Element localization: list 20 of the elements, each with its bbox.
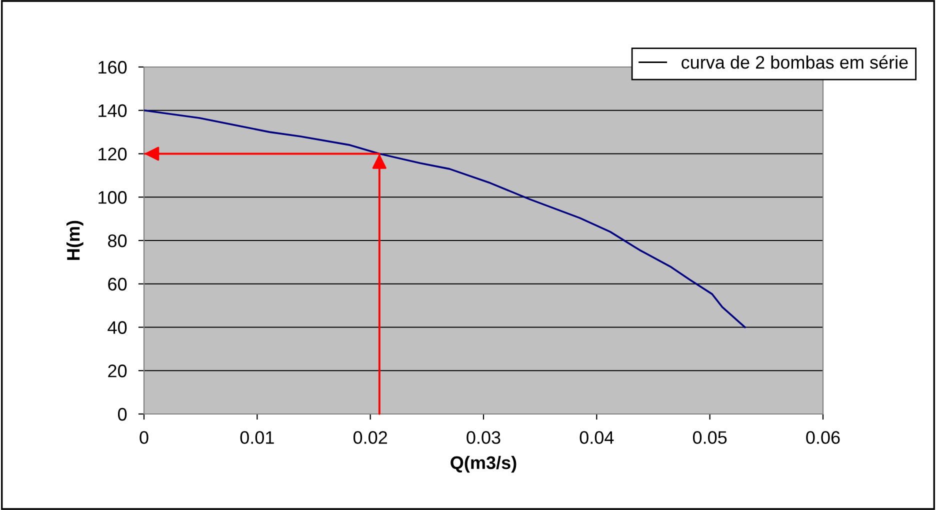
x-tick-label: 0.05 (692, 431, 727, 444)
text: curva de 2 bombas em série (682, 55, 908, 69)
y-tick-label: 40 (108, 321, 127, 334)
x-tick-label: 0.06 (806, 431, 840, 444)
x-tick-label: 0.02 (353, 431, 387, 444)
x-axis-title: Q(m3/s) (450, 456, 516, 473)
y-tick-label: 120 (98, 148, 127, 160)
x-tick-label: 0.04 (580, 431, 614, 444)
y-tick-label: 100 (98, 191, 127, 204)
y-tick-label: 140 (98, 104, 127, 118)
y-tick-label: 20 (108, 364, 127, 378)
x-tick-label: 0.03 (466, 431, 500, 444)
y-tick-label: 160 (98, 60, 127, 74)
x-tick-label: 0.01 (240, 431, 274, 444)
y-tick-label: 60 (108, 278, 127, 291)
line-series (144, 109, 746, 328)
x-tick-label: 0 (140, 431, 148, 444)
y-axis-title: H(m) (66, 220, 84, 260)
y-tick-label: 80 (108, 234, 127, 248)
y-tick-label: 0 (118, 408, 127, 421)
